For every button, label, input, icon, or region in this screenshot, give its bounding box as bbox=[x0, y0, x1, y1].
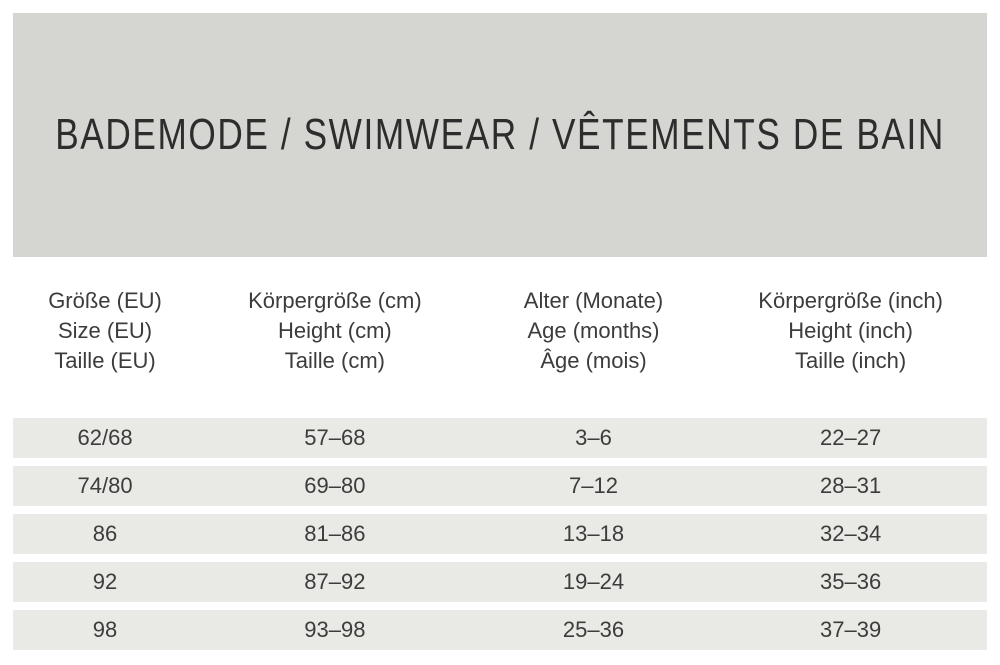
table-cell: 35–36 bbox=[820, 569, 882, 594]
table-cell: 98 bbox=[92, 617, 118, 642]
table-cell: 93–98 bbox=[304, 617, 366, 642]
header-column-size-eu: Größe (EU) Size (EU) Taille (EU) bbox=[13, 286, 197, 376]
header-line: Taille (inch) bbox=[794, 348, 907, 373]
header-line: Taille (EU) bbox=[54, 348, 156, 373]
table-cell: 92 bbox=[92, 569, 118, 594]
table-cell: 69–80 bbox=[304, 473, 366, 498]
table-cell: 7–12 bbox=[569, 473, 618, 498]
header-column-height-cm: Körpergröße (cm) Height (cm) Taille (cm) bbox=[197, 286, 473, 376]
table-row: 98 93–98 25–36 37–39 bbox=[13, 610, 987, 650]
header-line: Größe (EU) bbox=[48, 288, 162, 313]
header-line: Taille (cm) bbox=[284, 348, 386, 373]
table-cell: 13–18 bbox=[562, 521, 625, 546]
header-line: Körpergröße (inch) bbox=[758, 288, 943, 313]
header-line: Alter (Monate) bbox=[523, 288, 664, 313]
table-cell: 32–34 bbox=[820, 521, 882, 546]
header-line: Körpergröße (cm) bbox=[248, 288, 422, 313]
table-row: 62/68 57–68 3–6 22–27 bbox=[13, 418, 987, 458]
table-cell: 74/80 bbox=[77, 473, 133, 498]
table-cell: 86 bbox=[92, 521, 118, 546]
table-cell: 81–86 bbox=[304, 521, 366, 546]
page-title: BADEMODE / SWIMWEAR / VÊTEMENTS DE BAIN bbox=[55, 110, 945, 159]
title-banner: BADEMODE / SWIMWEAR / VÊTEMENTS DE BAIN bbox=[13, 13, 987, 257]
header-line: Âge (mois) bbox=[540, 348, 647, 373]
table-cell: 22–27 bbox=[820, 425, 882, 450]
header-line: Height (cm) bbox=[278, 318, 392, 343]
table-row: 92 87–92 19–24 35–36 bbox=[13, 562, 987, 602]
table-row: 74/80 69–80 7–12 28–31 bbox=[13, 466, 987, 506]
table-cell: 62/68 bbox=[77, 425, 133, 450]
table-cell: 19–24 bbox=[562, 569, 625, 594]
header-column-height-inch: Körpergröße (inch) Height (inch) Taille … bbox=[714, 286, 987, 376]
header-line: Height (inch) bbox=[788, 318, 913, 343]
table-cell: 3–6 bbox=[575, 425, 612, 450]
size-table-body: 62/68 57–68 3–6 22–27 74/80 69–80 7–12 2… bbox=[13, 418, 987, 658]
table-cell: 37–39 bbox=[820, 617, 882, 642]
header-line: Size (EU) bbox=[57, 318, 153, 343]
table-row: 86 81–86 13–18 32–34 bbox=[13, 514, 987, 554]
header-line: Age (months) bbox=[527, 318, 660, 343]
table-cell: 28–31 bbox=[820, 473, 882, 498]
table-cell: 25–36 bbox=[562, 617, 625, 642]
size-table-header: Größe (EU) Size (EU) Taille (EU) Körperg… bbox=[13, 286, 987, 376]
header-column-age-months: Alter (Monate) Age (months) Âge (mois) bbox=[473, 286, 715, 376]
table-cell: 87–92 bbox=[304, 569, 366, 594]
table-cell: 57–68 bbox=[304, 425, 366, 450]
